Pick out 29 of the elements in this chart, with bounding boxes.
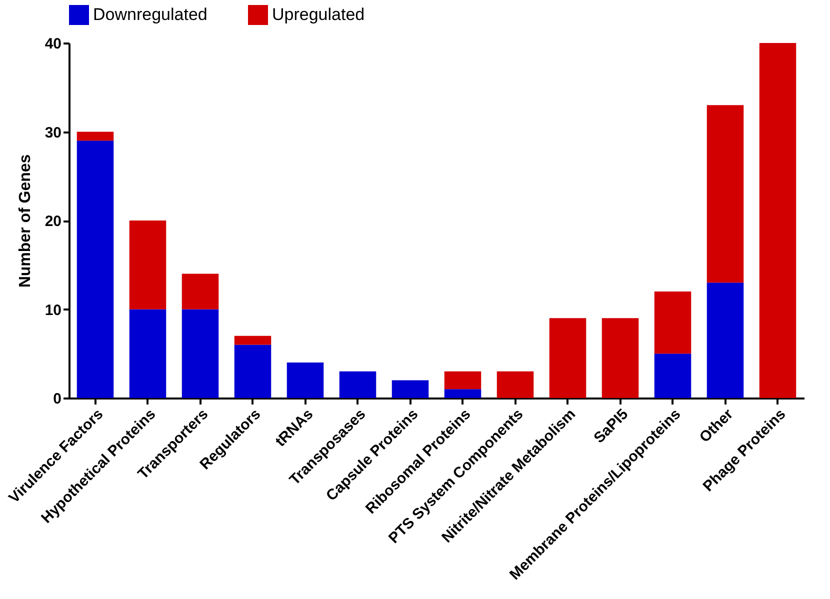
- bar: [182, 274, 219, 310]
- bar: [759, 43, 796, 398]
- bar: [706, 282, 744, 398]
- y-tick-label: 10: [44, 302, 62, 319]
- y-tick-label: 20: [44, 213, 62, 230]
- y-axis-title: Number of Genes: [16, 154, 34, 288]
- bar: [392, 380, 429, 398]
- legend-label: Upregulated: [272, 5, 365, 24]
- legend-label: Downregulated: [93, 5, 208, 24]
- bar: [339, 371, 376, 398]
- bar: [654, 354, 692, 398]
- bar: [76, 132, 114, 141]
- bar: [234, 336, 272, 345]
- y-tick-label: 40: [44, 36, 62, 52]
- y-tick-label: 0: [53, 390, 62, 408]
- bar: [76, 140, 114, 398]
- bar: [706, 105, 744, 283]
- bar: [602, 318, 639, 398]
- bar: [182, 309, 219, 398]
- bar: [234, 344, 272, 398]
- bar: [654, 292, 692, 354]
- bar: [444, 371, 482, 390]
- bar: [286, 362, 324, 398]
- bar: [444, 389, 482, 398]
- bar: [549, 318, 586, 398]
- bar: [496, 371, 534, 398]
- bar: [129, 309, 166, 398]
- y-tick-label: 30: [44, 124, 62, 142]
- bar: [129, 220, 166, 310]
